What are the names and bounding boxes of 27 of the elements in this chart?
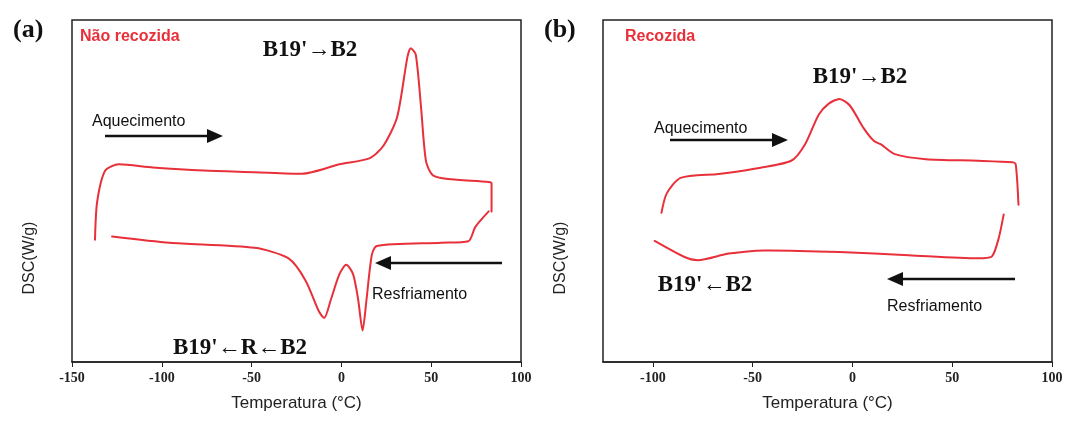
annotation: Resfriamento — [887, 296, 983, 314]
y-axis-title: DSC(W/g) — [550, 221, 568, 295]
annotation: Resfriamento — [372, 284, 468, 302]
annotation: Aquecimento — [654, 118, 748, 136]
x-tick-label: 0 — [848, 369, 856, 385]
x-tick-label: -150 — [59, 369, 85, 385]
chart-title: (a) — [13, 13, 44, 43]
annotation: B19'→B2 — [262, 35, 358, 61]
annotation: B19'←B2 — [657, 270, 753, 296]
x-tick-label: 0 — [337, 369, 345, 385]
x-tick-label: 100 — [1041, 369, 1063, 385]
text: B19'→B2 — [812, 62, 908, 88]
x-axis-title: Temperatura (°C) — [762, 393, 893, 412]
annotation: Aquecimento — [92, 111, 186, 129]
x-tick-label: -100 — [640, 369, 666, 385]
chart-subtitle: Não recozida — [80, 26, 180, 44]
x-tick-label: -50 — [242, 369, 261, 385]
x-tick-label: -100 — [148, 369, 175, 385]
y-axis-title: DSC(W/g) — [19, 221, 37, 295]
chart-subtitle: Recozida — [625, 26, 696, 44]
x-axis-title: Temperatura (°C) — [231, 393, 362, 412]
chart-title: (b) — [544, 13, 576, 43]
annotation: B19'←R←B2 — [172, 333, 308, 359]
x-tick-label: 100 — [510, 369, 532, 385]
x-tick-label: -50 — [743, 369, 762, 385]
x-tick-label: 50 — [945, 369, 960, 385]
x-tick-label: 50 — [424, 369, 439, 385]
